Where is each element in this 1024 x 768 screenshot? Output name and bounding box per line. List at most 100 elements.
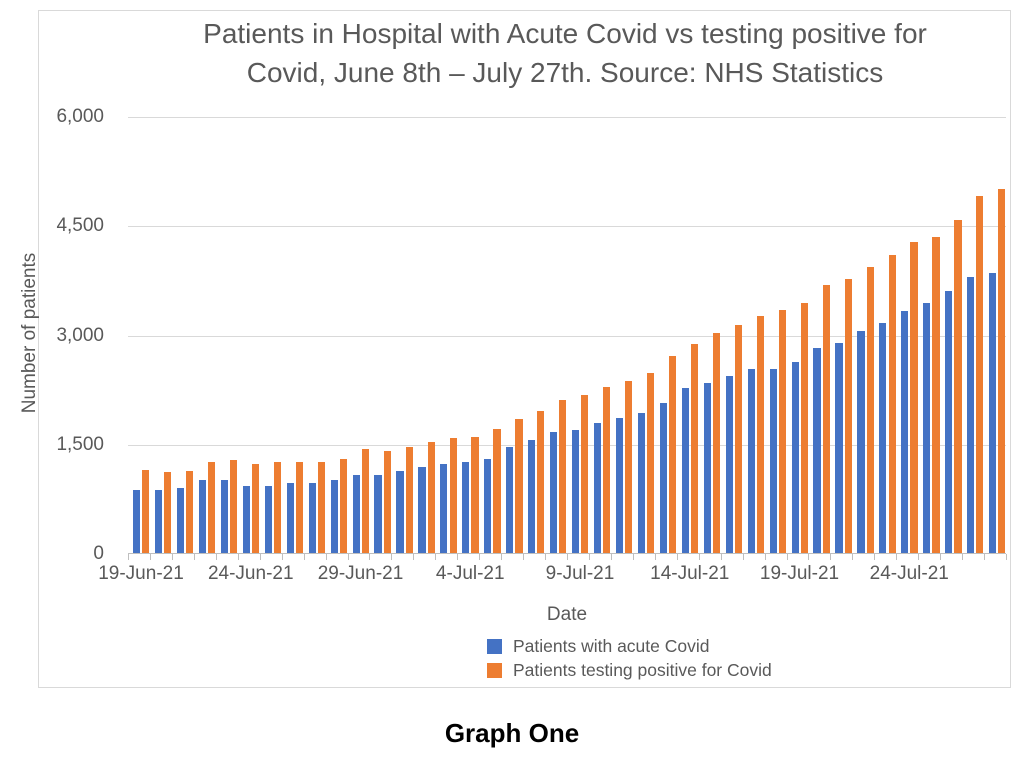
bar-acute-covid <box>484 458 492 554</box>
x-axis-tick <box>720 554 722 560</box>
bar-acute-covid <box>396 470 404 554</box>
bar-acute-covid <box>901 310 909 554</box>
plot-area <box>128 117 1007 560</box>
bar-acute-covid <box>945 291 953 554</box>
bar-acute-covid <box>133 489 141 554</box>
bar-acute-covid <box>659 402 667 554</box>
bar-acute-covid <box>528 440 536 554</box>
x-axis-tick <box>347 554 349 560</box>
bar-acute-covid <box>220 480 228 554</box>
bar-testing-positive <box>427 441 435 554</box>
x-axis-tick <box>567 554 568 560</box>
bar-testing-positive <box>230 460 238 554</box>
legend-label-acute-covid: Patients with acute Covid <box>513 636 710 656</box>
legend-swatch-testing-positive <box>487 663 502 678</box>
x-tick-label-4-Jul-21: 4-Jul-21 <box>435 563 505 584</box>
x-axis-tick <box>698 554 700 560</box>
bar-testing-positive <box>822 284 830 554</box>
x-axis-tick <box>896 554 898 560</box>
y-tick-label-4500: 4,500 <box>56 215 104 237</box>
bar-testing-positive <box>734 324 743 554</box>
bar-testing-positive <box>273 462 282 554</box>
x-axis-tick <box>984 554 986 560</box>
x-axis-tick <box>676 554 678 560</box>
x-axis-line <box>128 553 1006 554</box>
bar-testing-positive <box>690 343 699 554</box>
x-axis-tick <box>128 554 129 560</box>
bar-testing-positive <box>208 461 216 554</box>
x-tick-label-24-Jun-21: 24-Jun-21 <box>207 563 294 584</box>
bar-testing-positive <box>142 470 150 554</box>
bar-testing-positive <box>954 219 962 554</box>
x-axis-tick <box>523 554 525 560</box>
x-axis-tick <box>654 554 656 560</box>
bar-testing-positive <box>449 438 457 554</box>
bar-acute-covid <box>989 272 997 554</box>
x-axis-tick <box>281 554 283 560</box>
bar-testing-positive <box>932 237 940 554</box>
x-axis-tick <box>325 554 327 560</box>
bar-acute-covid <box>791 362 799 554</box>
x-axis-tick <box>501 554 503 560</box>
x-axis-tick <box>369 554 371 560</box>
bar-testing-positive <box>405 446 413 554</box>
bar-testing-positive <box>186 470 194 554</box>
gridline-6000 <box>128 117 1006 118</box>
bar-testing-positive <box>295 461 304 554</box>
bar-testing-positive <box>471 436 479 554</box>
bar-acute-covid <box>593 422 602 554</box>
bar-acute-covid <box>637 412 646 554</box>
bar-testing-positive <box>164 471 172 554</box>
x-axis-tick <box>215 554 217 560</box>
bar-acute-covid <box>352 474 360 554</box>
bar-acute-covid <box>967 277 975 554</box>
x-axis-tick <box>918 554 920 560</box>
y-tick-label-6000: 6,000 <box>56 106 104 127</box>
x-axis-tick <box>874 554 876 560</box>
bar-acute-covid <box>286 482 294 554</box>
bar-testing-positive <box>251 464 260 554</box>
bar-acute-covid <box>879 323 887 554</box>
bar-testing-positive <box>712 333 721 554</box>
bar-acute-covid <box>835 342 843 554</box>
bar-testing-positive <box>515 418 523 554</box>
bar-testing-positive <box>800 303 808 554</box>
x-tick-label-14-Jul-21: 14-Jul-21 <box>650 563 730 584</box>
x-axis-tick <box>808 554 810 560</box>
bar-testing-positive <box>603 387 611 554</box>
x-axis-tick <box>303 554 305 560</box>
bar-acute-covid <box>681 387 689 554</box>
x-axis-tick <box>149 554 151 560</box>
bar-acute-covid <box>462 462 470 554</box>
bar-testing-positive <box>844 278 852 554</box>
x-tick-label-29-Jun-21: 29-Jun-21 <box>317 563 404 584</box>
x-axis-tick <box>786 554 788 560</box>
chart-legend: Patients with acute Covid Patients testi… <box>487 636 772 681</box>
x-axis-tick <box>632 554 634 560</box>
bar-testing-positive <box>317 461 325 554</box>
legend-swatch-acute-covid <box>487 639 502 654</box>
bar-acute-covid <box>857 331 865 554</box>
bar-testing-positive <box>383 450 391 554</box>
x-axis-tick <box>764 554 766 560</box>
bar-acute-covid <box>198 480 207 554</box>
bar-testing-positive <box>910 242 918 554</box>
y-tick-label-3000: 3,000 <box>56 324 104 346</box>
x-axis-tick <box>940 554 942 560</box>
x-axis-tick <box>479 554 481 560</box>
x-axis-tick <box>457 554 459 560</box>
x-axis-tick <box>193 554 195 560</box>
bar-acute-covid <box>572 430 580 554</box>
y-tick-label-0: 0 <box>93 543 104 564</box>
x-axis-tick <box>962 554 964 560</box>
bar-testing-positive <box>866 267 874 554</box>
x-axis-tick <box>610 554 612 560</box>
bar-testing-positive <box>493 429 501 554</box>
bar-acute-covid <box>242 486 250 554</box>
x-axis-tick <box>545 554 547 560</box>
gridline-1500 <box>128 444 1006 446</box>
x-tick-label-19-Jul-21: 19-Jul-21 <box>759 563 840 584</box>
bar-acute-covid <box>550 432 558 554</box>
bar-testing-positive <box>756 315 764 554</box>
